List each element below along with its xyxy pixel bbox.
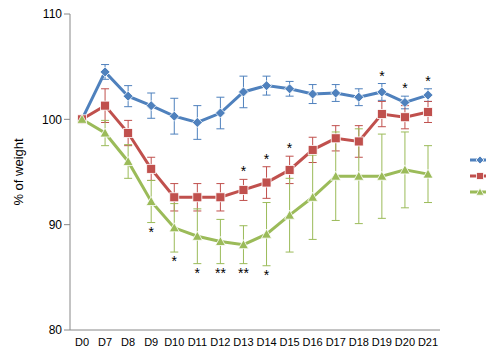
svg-text:*: * [264, 151, 270, 167]
svg-text:D17: D17 [326, 336, 346, 348]
svg-text:*: * [287, 140, 293, 156]
svg-text:D16: D16 [303, 336, 323, 348]
svg-text:D8: D8 [121, 336, 135, 348]
svg-text:D10: D10 [164, 336, 184, 348]
svg-text:*: * [379, 68, 385, 84]
svg-text:*: * [195, 265, 201, 281]
svg-text:D13: D13 [233, 336, 253, 348]
svg-text:*: * [264, 267, 270, 283]
svg-text:% of weight: % of weight [11, 138, 26, 206]
svg-text:D7: D7 [98, 336, 112, 348]
svg-text:D9: D9 [144, 336, 158, 348]
svg-text:D18: D18 [349, 336, 369, 348]
svg-text:D12: D12 [210, 336, 230, 348]
svg-text:D20: D20 [395, 336, 415, 348]
svg-text:D0: D0 [75, 336, 89, 348]
svg-text:D19: D19 [372, 336, 392, 348]
svg-text:*: * [402, 80, 408, 96]
svg-text:80: 80 [49, 323, 63, 337]
svg-text:*: * [241, 163, 247, 179]
svg-text:90: 90 [49, 218, 63, 232]
svg-text:110: 110 [43, 7, 62, 21]
svg-text:**: ** [215, 265, 226, 281]
svg-text:D21: D21 [418, 336, 438, 348]
svg-text:**: ** [238, 265, 249, 281]
svg-text:*: * [425, 73, 431, 89]
svg-text:100: 100 [42, 113, 62, 127]
svg-text:D14: D14 [256, 336, 276, 348]
svg-text:*: * [148, 224, 154, 240]
svg-text:*: * [172, 253, 178, 269]
svg-text:D11: D11 [188, 336, 207, 348]
svg-text:D15: D15 [280, 336, 300, 348]
